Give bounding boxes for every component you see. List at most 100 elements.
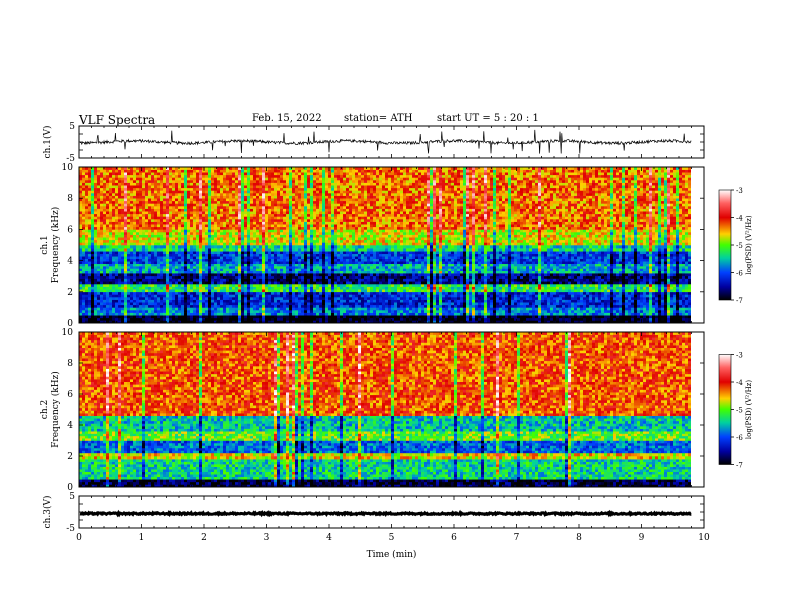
- spectrogram-cell: [475, 297, 478, 300]
- spectrogram-cell: [259, 312, 262, 316]
- spectrogram-cell: [97, 299, 100, 303]
- spectrogram-cell: [343, 307, 346, 311]
- spectrogram-cell: [634, 317, 637, 321]
- spectrogram-cell: [559, 281, 562, 285]
- spectrogram-cell: [142, 286, 145, 290]
- spectrogram-cell: [235, 302, 238, 306]
- spectrogram-cell: [508, 289, 511, 293]
- spectrogram-cell: [532, 317, 535, 321]
- spectrogram-cell: [127, 281, 130, 285]
- spectrogram-cell: [271, 291, 274, 295]
- spectrogram-cell: [106, 304, 109, 308]
- spectrogram-cell: [211, 289, 214, 293]
- spectrogram-cell: [91, 312, 94, 316]
- spectrogram-cell: [355, 312, 358, 316]
- spectrogram-cell: [448, 273, 451, 277]
- spectrogram-cell: [625, 281, 628, 285]
- spectrogram-cell: [340, 278, 343, 282]
- spectrogram-cell: [250, 317, 253, 321]
- spectrogram-cell: [190, 315, 193, 319]
- spectrogram-cell: [184, 289, 187, 293]
- spectrogram-cell: [106, 273, 109, 277]
- spectrogram-cell: [154, 302, 157, 306]
- spectrogram-cell: [322, 270, 325, 274]
- spectrogram-cell: [607, 268, 610, 272]
- spectrogram-cell: [100, 278, 103, 282]
- spectrogram-cell: [295, 273, 298, 277]
- spectrogram-cell: [247, 304, 250, 308]
- spectrogram-cell: [82, 273, 85, 277]
- spectrogram-cell: [259, 273, 262, 277]
- spectrogram-cell: [289, 304, 292, 308]
- spectrogram-cell: [199, 266, 202, 269]
- spectrogram-cell: [268, 268, 271, 272]
- spectrogram-cell: [181, 270, 184, 274]
- spectrogram-cell: [397, 261, 400, 265]
- spectrogram-cell: [193, 273, 196, 277]
- spectrogram-cell: [673, 302, 676, 306]
- spectrogram-cell: [406, 278, 409, 282]
- spectrogram-cell: [673, 294, 676, 298]
- spectrogram-cell: [403, 263, 406, 267]
- spectrogram-cell: [670, 278, 673, 282]
- spectrogram-cell: [439, 286, 442, 290]
- spectrogram-cell: [196, 261, 199, 265]
- spectrogram-cell: [562, 273, 565, 277]
- spectrogram-cell: [217, 304, 220, 308]
- spectrogram-cell: [622, 299, 625, 303]
- spectrogram-cell: [142, 294, 145, 298]
- spectrogram-cell: [361, 304, 364, 308]
- spectrogram-cell: [106, 270, 109, 274]
- spectrogram-cell: [625, 291, 628, 295]
- spectrogram-cell: [496, 261, 499, 265]
- spectrogram-cell: [670, 270, 673, 274]
- spectrogram-cell: [139, 268, 142, 272]
- spectrogram-cell: [241, 281, 244, 285]
- spectrogram-cell: [622, 268, 625, 272]
- spectrogram-cell: [571, 286, 574, 290]
- spectrogram-cell: [190, 307, 193, 311]
- spectrogram-cell: [322, 266, 325, 269]
- spectrogram-cell: [226, 304, 229, 308]
- spectrogram-cell: [571, 307, 574, 311]
- spectrogram-cell: [274, 315, 277, 319]
- spectrogram-cell: [580, 284, 583, 287]
- spectrogram-cell: [103, 281, 106, 285]
- spectrogram-cell: [376, 289, 379, 293]
- spectrogram-cell: [292, 317, 295, 321]
- spectrogram-cell: [349, 297, 352, 300]
- spectrogram-cell: [133, 297, 136, 300]
- spectrogram-cell: [256, 261, 259, 265]
- spectrogram-cell: [319, 281, 322, 285]
- spectrogram-cell: [304, 315, 307, 319]
- spectrogram-cell: [265, 310, 268, 313]
- spectrogram-cell: [511, 304, 514, 308]
- spectrogram-cell: [208, 273, 211, 277]
- spectrogram-cell: [148, 261, 151, 265]
- spectrogram-cell: [622, 289, 625, 293]
- spectrogram-cell: [142, 317, 145, 321]
- spectrogram-cell: [304, 273, 307, 277]
- spectrogram-cell: [421, 263, 424, 267]
- spectrogram-cell: [568, 270, 571, 274]
- spectrogram-cell: [421, 294, 424, 298]
- spectrogram-cell: [628, 304, 631, 308]
- spectrogram-cell: [328, 312, 331, 316]
- spectrogram-cell: [310, 261, 313, 265]
- spectrogram-cell: [595, 286, 598, 290]
- spectrogram-cell: [466, 297, 469, 300]
- spectrogram-cell: [577, 302, 580, 306]
- spectrogram-cell: [130, 297, 133, 300]
- spectrogram-cell: [436, 289, 439, 293]
- spectrogram-cell: [217, 273, 220, 277]
- spectrogram-cell: [487, 299, 490, 303]
- spectrogram-cell: [286, 315, 289, 319]
- spectrogram-cell: [334, 317, 337, 321]
- spectrogram-cell: [331, 302, 334, 306]
- spectrogram-cell: [550, 307, 553, 311]
- spectrogram-cell: [451, 281, 454, 285]
- spectrogram-cell: [271, 310, 274, 313]
- spectrogram-cell: [154, 315, 157, 319]
- spectrogram-cell: [475, 284, 478, 287]
- spectrogram-cell: [244, 268, 247, 272]
